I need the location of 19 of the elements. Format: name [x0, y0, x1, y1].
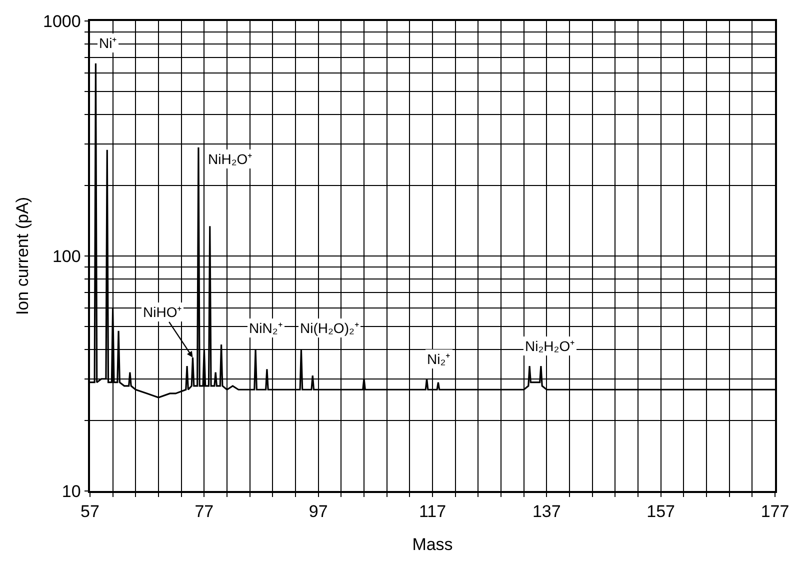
x-tick-label: 77 [194, 502, 214, 522]
annotation: NiHO⁺ [143, 304, 182, 320]
x-tick-label: 157 [646, 502, 676, 522]
annotation: Ni₂H₂O⁺ [525, 338, 576, 354]
x-tick-label: 177 [760, 502, 790, 522]
y-tick-label: 10 [62, 482, 81, 501]
x-tick-label: 97 [308, 502, 328, 522]
annotation: NiH₂O⁺ [208, 151, 253, 167]
annotation: Ni(H₂O)₂⁺ [300, 320, 360, 336]
x-axis-title: Mass [412, 535, 453, 554]
x-tick-label: 57 [80, 502, 100, 522]
x-tick-label: 137 [532, 502, 561, 522]
annotation: Ni⁺ [99, 35, 118, 51]
annotation: NiN₂⁺ [249, 320, 283, 336]
y-tick-label: 1000 [43, 12, 81, 31]
x-tick-label: 117 [418, 502, 446, 522]
y-axis-title: Ion current (pA) [13, 196, 32, 316]
y-tick-label: 100 [52, 246, 81, 266]
annotation: Ni₂⁺ [427, 351, 451, 367]
